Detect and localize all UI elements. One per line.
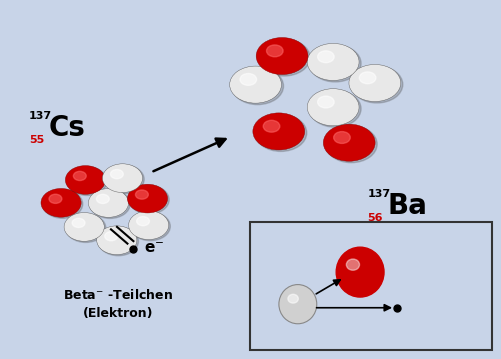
- Circle shape: [267, 45, 283, 57]
- Circle shape: [41, 188, 81, 217]
- Text: e$^{-}$: e$^{-}$: [144, 242, 165, 256]
- Circle shape: [349, 65, 401, 102]
- Ellipse shape: [279, 285, 317, 324]
- Text: Ba: Ba: [387, 192, 427, 220]
- Circle shape: [325, 126, 377, 163]
- Text: n: n: [293, 320, 303, 335]
- Circle shape: [98, 227, 138, 256]
- Circle shape: [73, 171, 86, 181]
- Circle shape: [49, 194, 62, 204]
- Circle shape: [307, 89, 359, 126]
- Circle shape: [307, 43, 359, 80]
- Circle shape: [359, 72, 376, 84]
- Text: 137: 137: [368, 189, 391, 199]
- Circle shape: [240, 74, 257, 85]
- Circle shape: [110, 169, 123, 179]
- Circle shape: [90, 190, 130, 219]
- Circle shape: [104, 165, 144, 194]
- Circle shape: [318, 96, 334, 108]
- Circle shape: [127, 184, 168, 213]
- Circle shape: [96, 194, 109, 204]
- Circle shape: [102, 164, 143, 192]
- Circle shape: [88, 188, 129, 217]
- Text: e$^{-}$: e$^{-}$: [406, 300, 427, 315]
- Circle shape: [72, 218, 85, 228]
- Circle shape: [255, 115, 307, 151]
- Circle shape: [323, 124, 375, 161]
- Text: 137: 137: [29, 111, 52, 121]
- Circle shape: [263, 120, 280, 132]
- Text: 55: 55: [29, 135, 44, 145]
- Circle shape: [129, 185, 169, 214]
- Circle shape: [318, 51, 334, 63]
- Circle shape: [232, 67, 284, 104]
- Circle shape: [65, 165, 106, 194]
- Circle shape: [67, 167, 107, 195]
- Circle shape: [309, 90, 361, 127]
- Text: Cs: Cs: [49, 114, 86, 142]
- Circle shape: [129, 211, 169, 239]
- Circle shape: [253, 113, 305, 150]
- Circle shape: [130, 212, 170, 241]
- Circle shape: [43, 190, 83, 218]
- Circle shape: [97, 226, 137, 255]
- Ellipse shape: [346, 259, 360, 270]
- Ellipse shape: [336, 247, 384, 297]
- Circle shape: [351, 66, 403, 103]
- Circle shape: [229, 66, 282, 103]
- Circle shape: [66, 214, 106, 242]
- Text: (Elektron): (Elektron): [83, 307, 154, 320]
- Circle shape: [256, 38, 308, 75]
- Circle shape: [258, 39, 310, 76]
- Text: Beta$^{-}$ -Teilchen: Beta$^{-}$ -Teilchen: [64, 288, 173, 302]
- Ellipse shape: [288, 294, 298, 303]
- Text: p$^{+}$: p$^{+}$: [386, 244, 407, 265]
- Circle shape: [64, 213, 104, 241]
- Circle shape: [137, 216, 149, 226]
- Circle shape: [135, 190, 148, 199]
- Bar: [250, 222, 492, 350]
- Circle shape: [309, 45, 361, 82]
- Circle shape: [105, 232, 118, 241]
- Text: 56: 56: [368, 213, 383, 223]
- Circle shape: [334, 132, 350, 144]
